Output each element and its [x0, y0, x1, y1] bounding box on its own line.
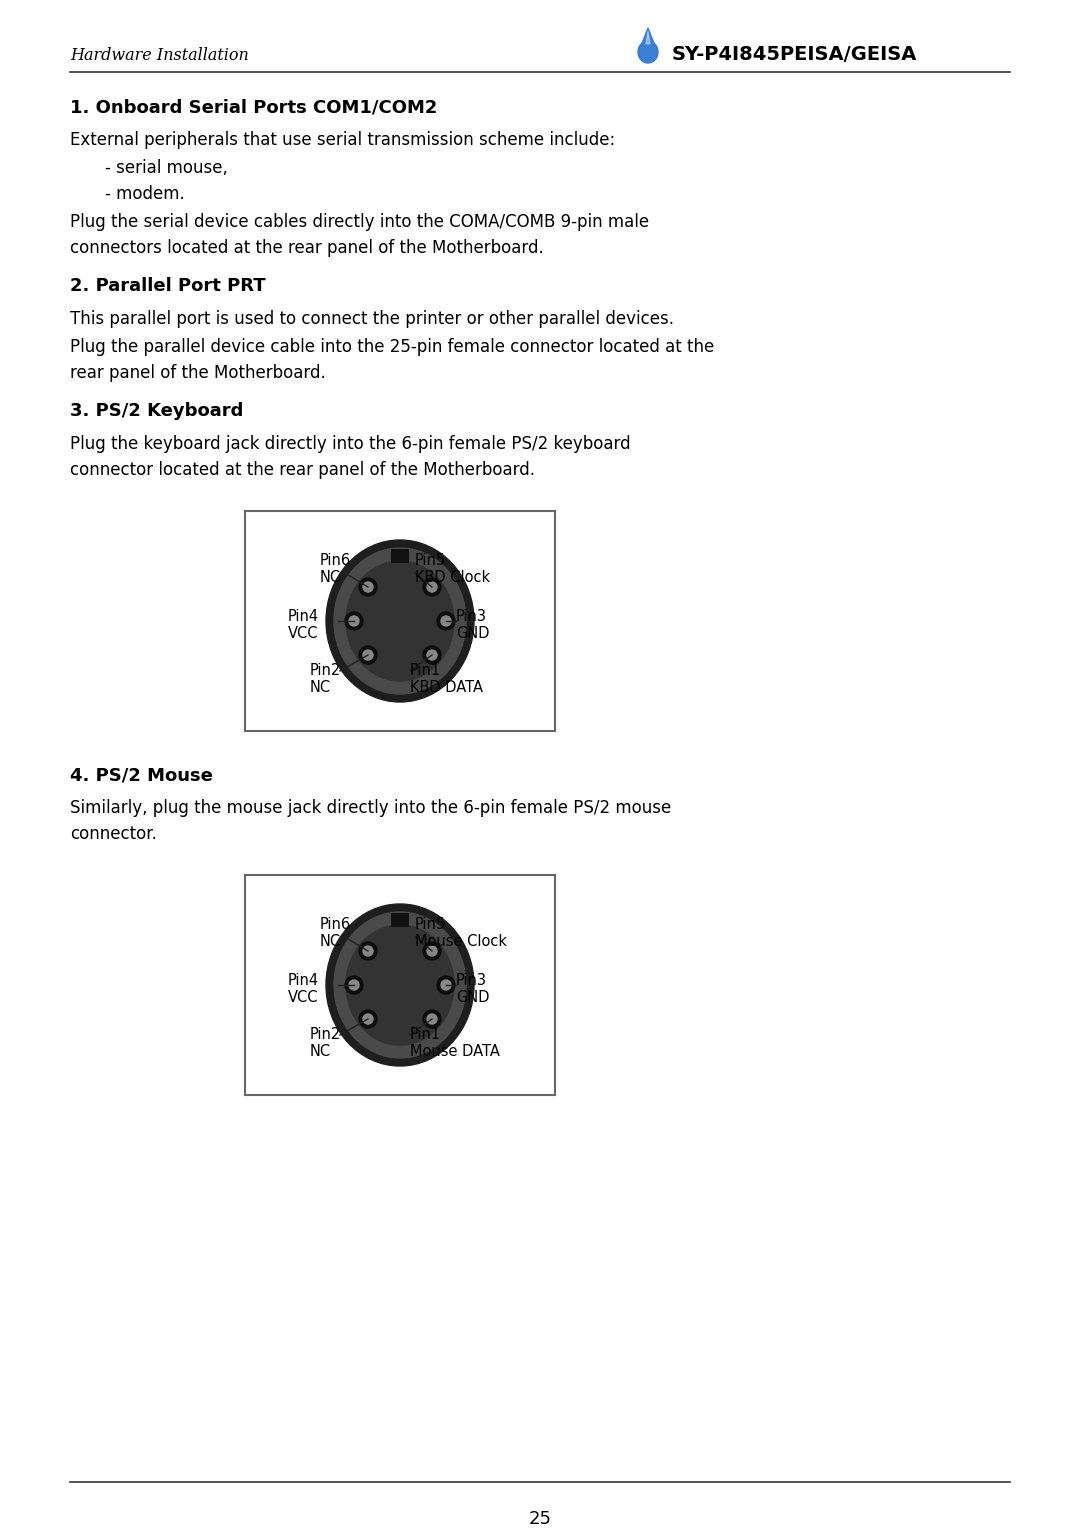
Text: KBD Clock: KBD Clock: [415, 570, 490, 585]
Text: 3. PS/2 Keyboard: 3. PS/2 Keyboard: [70, 402, 243, 420]
Text: VCC: VCC: [288, 626, 319, 642]
Circle shape: [427, 1015, 437, 1024]
Circle shape: [437, 613, 455, 630]
Text: NC: NC: [310, 680, 332, 695]
Text: - serial mouse,: - serial mouse,: [105, 159, 228, 177]
Text: This parallel port is used to connect the printer or other parallel devices.: This parallel port is used to connect th…: [70, 310, 674, 329]
Circle shape: [363, 649, 373, 660]
Circle shape: [363, 1015, 373, 1024]
Text: Pin2: Pin2: [310, 1027, 341, 1042]
Circle shape: [423, 1010, 441, 1028]
Text: 25: 25: [528, 1510, 552, 1528]
Circle shape: [359, 941, 377, 960]
Text: Pin4: Pin4: [288, 610, 319, 623]
Text: Pin3: Pin3: [456, 610, 487, 623]
Circle shape: [359, 646, 377, 665]
Text: Pin1: Pin1: [410, 1027, 441, 1042]
Circle shape: [441, 616, 451, 626]
Circle shape: [437, 976, 455, 995]
Circle shape: [441, 979, 451, 990]
Text: Hardware Installation: Hardware Installation: [70, 46, 248, 64]
Text: Pin6: Pin6: [320, 917, 351, 932]
Circle shape: [349, 616, 359, 626]
Text: 1. Onboard Serial Ports COM1/COM2: 1. Onboard Serial Ports COM1/COM2: [70, 98, 437, 116]
Text: connector located at the rear panel of the Motherboard.: connector located at the rear panel of t…: [70, 461, 535, 478]
Ellipse shape: [326, 539, 474, 701]
FancyBboxPatch shape: [391, 914, 409, 927]
Text: rear panel of the Motherboard.: rear panel of the Motherboard.: [70, 364, 326, 382]
Ellipse shape: [334, 912, 465, 1057]
Text: Pin5: Pin5: [415, 917, 446, 932]
Text: Pin6: Pin6: [320, 553, 351, 568]
Text: 2. Parallel Port PRT: 2. Parallel Port PRT: [70, 277, 266, 295]
Text: Plug the keyboard jack directly into the 6-pin female PS/2 keyboard: Plug the keyboard jack directly into the…: [70, 435, 631, 452]
Circle shape: [423, 941, 441, 960]
Text: Pin4: Pin4: [288, 973, 319, 989]
Text: SY-P4I845PEISA/GEISA: SY-P4I845PEISA/GEISA: [672, 46, 917, 64]
Circle shape: [363, 946, 373, 957]
Text: Pin5: Pin5: [415, 553, 446, 568]
Circle shape: [427, 582, 437, 591]
FancyBboxPatch shape: [245, 876, 555, 1096]
Circle shape: [427, 946, 437, 957]
Circle shape: [359, 578, 377, 596]
FancyBboxPatch shape: [245, 510, 555, 730]
Text: Mouse DATA: Mouse DATA: [410, 1044, 500, 1059]
Text: Pin1: Pin1: [410, 663, 441, 678]
Text: 4. PS/2 Mouse: 4. PS/2 Mouse: [70, 766, 213, 784]
Text: GND: GND: [456, 990, 489, 1005]
Circle shape: [345, 613, 363, 630]
Text: Plug the serial device cables directly into the COMA/COMB 9-pin male: Plug the serial device cables directly i…: [70, 212, 649, 231]
Text: GND: GND: [456, 626, 489, 642]
Ellipse shape: [326, 905, 474, 1067]
Circle shape: [359, 1010, 377, 1028]
Text: Mouse Clock: Mouse Clock: [415, 934, 507, 949]
FancyBboxPatch shape: [391, 549, 409, 562]
Text: connectors located at the rear panel of the Motherboard.: connectors located at the rear panel of …: [70, 238, 543, 257]
Circle shape: [427, 649, 437, 660]
Text: NC: NC: [310, 1044, 332, 1059]
Text: NC: NC: [320, 934, 341, 949]
Circle shape: [423, 578, 441, 596]
Circle shape: [349, 979, 359, 990]
Text: External peripherals that use serial transmission scheme include:: External peripherals that use serial tra…: [70, 131, 616, 150]
Text: Similarly, plug the mouse jack directly into the 6-pin female PS/2 mouse: Similarly, plug the mouse jack directly …: [70, 799, 672, 817]
Circle shape: [423, 646, 441, 665]
Text: NC: NC: [320, 570, 341, 585]
Ellipse shape: [346, 924, 454, 1045]
Polygon shape: [646, 31, 650, 44]
Text: Pin2: Pin2: [310, 663, 341, 678]
Text: KBD DATA: KBD DATA: [410, 680, 483, 695]
Text: connector.: connector.: [70, 825, 157, 843]
Ellipse shape: [334, 549, 465, 694]
Ellipse shape: [638, 41, 658, 63]
Text: Pin3: Pin3: [456, 973, 487, 989]
Text: Plug the parallel device cable into the 25-pin female connector located at the: Plug the parallel device cable into the …: [70, 338, 714, 356]
Circle shape: [363, 582, 373, 591]
Text: VCC: VCC: [288, 990, 319, 1005]
Polygon shape: [642, 28, 654, 46]
Ellipse shape: [346, 561, 454, 681]
Text: - modem.: - modem.: [105, 185, 185, 203]
Circle shape: [345, 976, 363, 995]
